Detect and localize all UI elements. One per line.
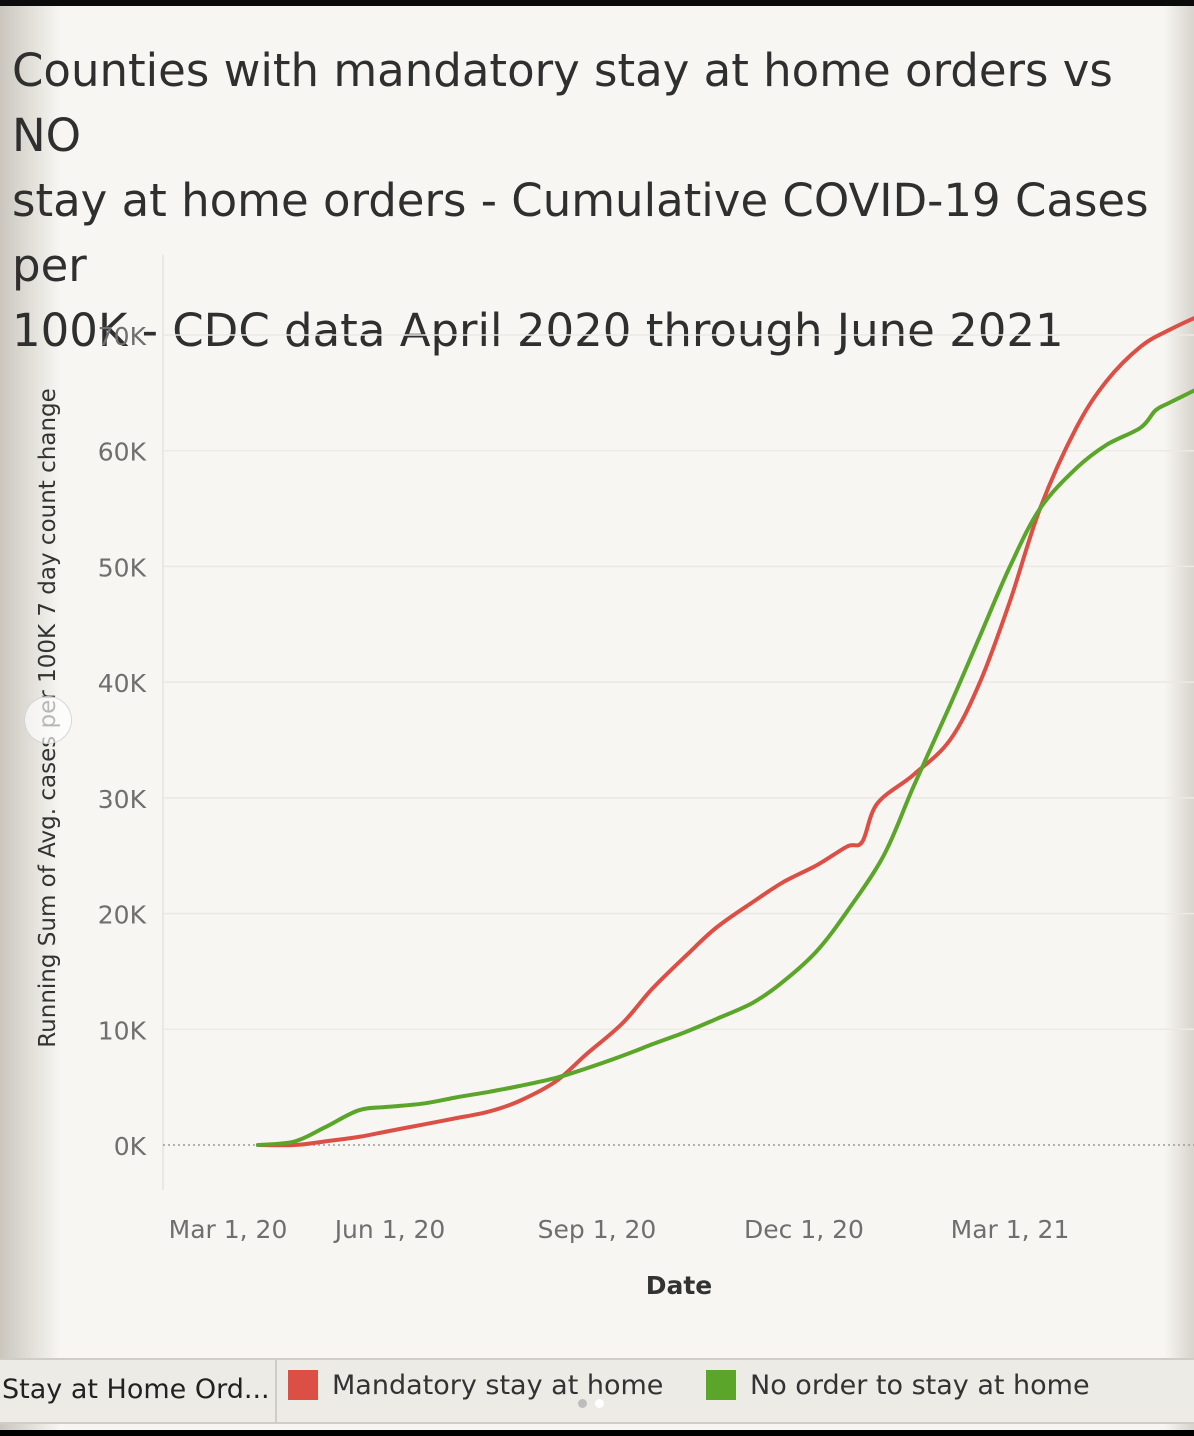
legend-label-no-order[interactable]: No order to stay at home [750, 1370, 1090, 1401]
legend-title: Stay at Home Ord... [2, 1374, 270, 1405]
carousel-dot-active[interactable] [595, 1399, 604, 1408]
x-axis-title: Date [646, 1271, 713, 1300]
y-tick-label: 70K [98, 322, 147, 351]
y-tick-label: 30K [98, 785, 147, 814]
carousel-dots [578, 1393, 612, 1412]
y-tick-label: 60K [98, 438, 147, 467]
x-tick-label: Mar 1, 21 [951, 1215, 1070, 1244]
x-tick-label: Mar 1, 20 [169, 1215, 288, 1244]
x-tick-label: Dec 1, 20 [744, 1215, 864, 1244]
carousel-prev-button[interactable] [24, 696, 72, 744]
legend-swatch-mandatory[interactable] [288, 1370, 318, 1400]
y-tick-label: 10K [98, 1016, 147, 1045]
y-tick-label: 50K [98, 553, 147, 582]
chart-title: Counties with mandatory stay at home ord… [12, 44, 1149, 357]
chart-card [0, 6, 1194, 1430]
y-tick-label: 0K [114, 1132, 147, 1161]
top-border [0, 0, 1194, 6]
legend-divider [275, 1360, 277, 1422]
legend: Stay at Home Ord... Mandatory stay at ho… [0, 1358, 1194, 1424]
y-tick-label: 40K [98, 669, 147, 698]
legend-swatch-no-order[interactable] [706, 1370, 736, 1400]
y-tick-label: 20K [98, 901, 147, 930]
x-tick-label: Jun 1, 20 [333, 1215, 446, 1244]
series-line-no-order [256, 388, 1194, 1147]
x-tick-label: Sep 1, 20 [538, 1215, 657, 1244]
legend-label-mandatory[interactable]: Mandatory stay at home [332, 1370, 664, 1401]
carousel-dot[interactable] [578, 1399, 587, 1408]
series-line-mandatory [256, 315, 1194, 1148]
